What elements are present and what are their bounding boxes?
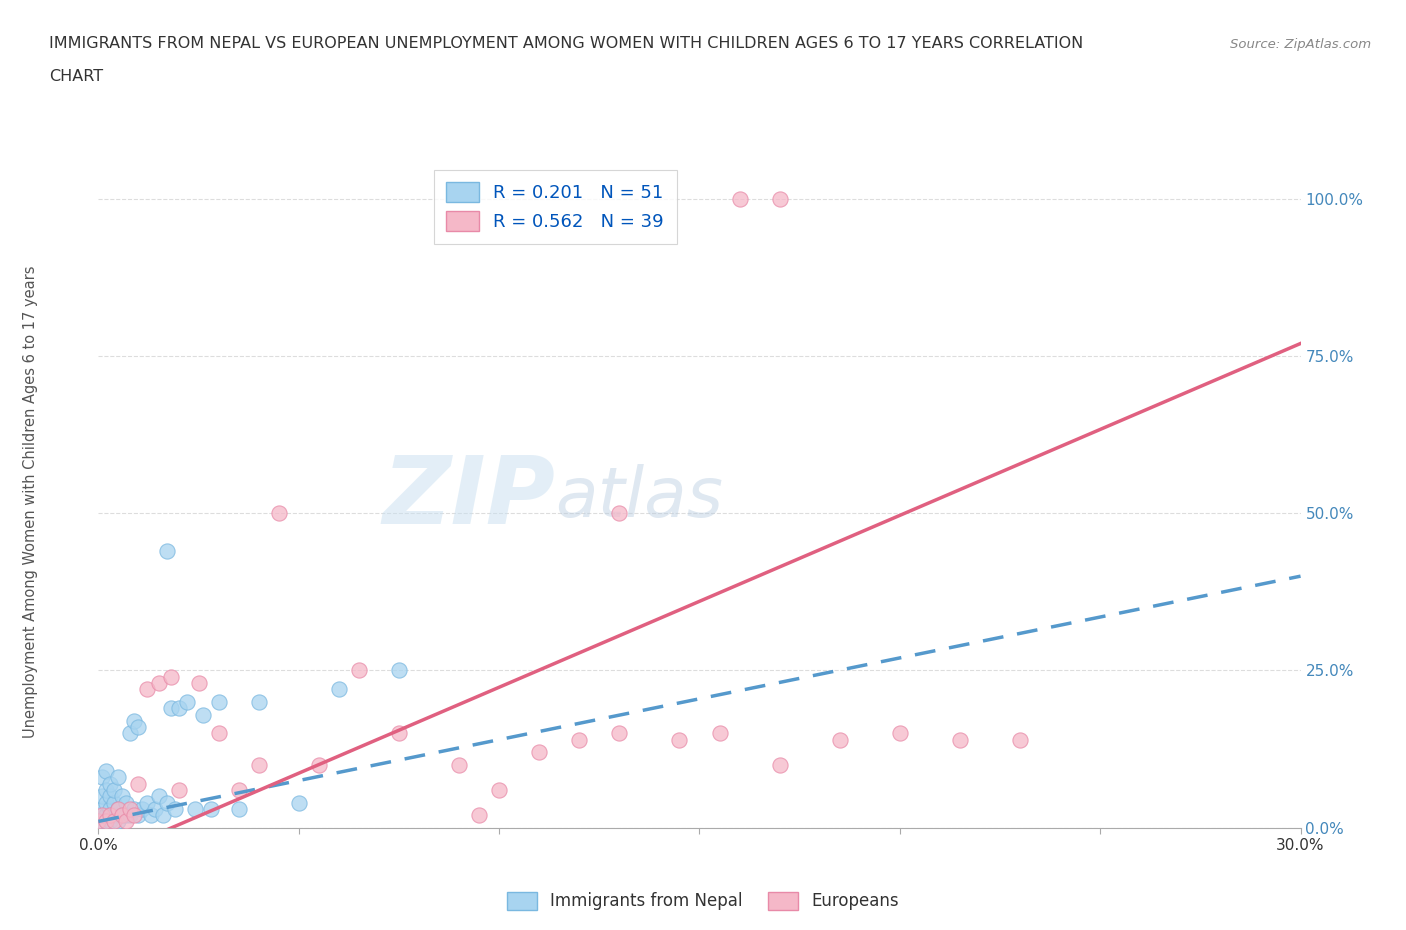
Point — [100, 807, 122, 822]
Point — [96, 764, 118, 778]
Point — [308, 757, 330, 772]
Point — [107, 802, 129, 817]
Point — [87, 807, 110, 822]
Point — [155, 543, 177, 558]
Point — [135, 682, 157, 697]
Point — [128, 720, 150, 735]
Point — [124, 802, 146, 817]
Point — [96, 814, 118, 829]
Point — [187, 675, 209, 690]
Point — [103, 782, 125, 797]
Point — [115, 807, 138, 822]
Point — [128, 777, 150, 791]
Point — [709, 726, 731, 741]
Point — [247, 695, 270, 710]
Point — [100, 814, 122, 829]
Point — [328, 682, 350, 697]
Point — [96, 807, 118, 822]
Point — [120, 807, 142, 822]
Point — [159, 670, 181, 684]
Point — [124, 807, 146, 822]
Point — [120, 802, 142, 817]
Point — [228, 802, 250, 817]
Legend: Immigrants from Nepal, Europeans: Immigrants from Nepal, Europeans — [501, 885, 905, 917]
Point — [228, 782, 250, 797]
Point — [267, 506, 290, 521]
Point — [139, 807, 162, 822]
Point — [100, 802, 122, 817]
Point — [100, 777, 122, 791]
Point — [388, 726, 411, 741]
Point — [111, 789, 134, 804]
Point — [135, 795, 157, 810]
Point — [388, 663, 411, 678]
Point — [568, 732, 591, 747]
Point — [100, 789, 122, 804]
Point — [115, 814, 138, 829]
Text: CHART: CHART — [49, 69, 103, 84]
Point — [91, 802, 114, 817]
Point — [889, 726, 911, 741]
Point — [447, 757, 470, 772]
Point — [91, 789, 114, 804]
Point — [124, 713, 146, 728]
Text: Unemployment Among Women with Children Ages 6 to 17 years: Unemployment Among Women with Children A… — [24, 266, 38, 738]
Text: atlas: atlas — [555, 464, 723, 531]
Point — [107, 802, 129, 817]
Point — [208, 726, 231, 741]
Point — [96, 814, 118, 829]
Point — [1010, 732, 1032, 747]
Point — [347, 663, 370, 678]
Point — [103, 814, 125, 829]
Point — [828, 732, 851, 747]
Text: ZIP: ZIP — [382, 452, 555, 543]
Point — [148, 675, 170, 690]
Point — [143, 802, 166, 817]
Point — [167, 782, 190, 797]
Point — [488, 782, 510, 797]
Point — [107, 770, 129, 785]
Legend: R = 0.201   N = 51, R = 0.562   N = 39: R = 0.201 N = 51, R = 0.562 N = 39 — [434, 170, 676, 244]
Point — [468, 807, 491, 822]
Point — [728, 192, 751, 206]
Point — [103, 795, 125, 810]
Point — [768, 192, 790, 206]
Point — [529, 745, 551, 760]
Point — [247, 757, 270, 772]
Point — [111, 807, 134, 822]
Point — [107, 814, 129, 829]
Point — [120, 726, 142, 741]
Point — [91, 814, 114, 829]
Point — [163, 802, 186, 817]
Point — [155, 795, 177, 810]
Point — [768, 757, 790, 772]
Point — [91, 807, 114, 822]
Point — [668, 732, 690, 747]
Point — [111, 807, 134, 822]
Point — [288, 795, 311, 810]
Point — [167, 701, 190, 716]
Point — [176, 695, 198, 710]
Text: IMMIGRANTS FROM NEPAL VS EUROPEAN UNEMPLOYMENT AMONG WOMEN WITH CHILDREN AGES 6 : IMMIGRANTS FROM NEPAL VS EUROPEAN UNEMPL… — [49, 36, 1084, 51]
Point — [103, 807, 125, 822]
Point — [183, 802, 205, 817]
Point — [87, 814, 110, 829]
Point — [609, 506, 631, 521]
Point — [200, 802, 222, 817]
Point — [152, 807, 174, 822]
Point — [128, 807, 150, 822]
Point — [96, 795, 118, 810]
Text: Source: ZipAtlas.com: Source: ZipAtlas.com — [1230, 38, 1371, 51]
Point — [115, 795, 138, 810]
Point — [91, 770, 114, 785]
Point — [609, 726, 631, 741]
Point — [159, 701, 181, 716]
Point — [208, 695, 231, 710]
Point — [949, 732, 972, 747]
Point — [191, 707, 214, 722]
Point — [131, 802, 153, 817]
Point — [148, 789, 170, 804]
Point — [96, 782, 118, 797]
